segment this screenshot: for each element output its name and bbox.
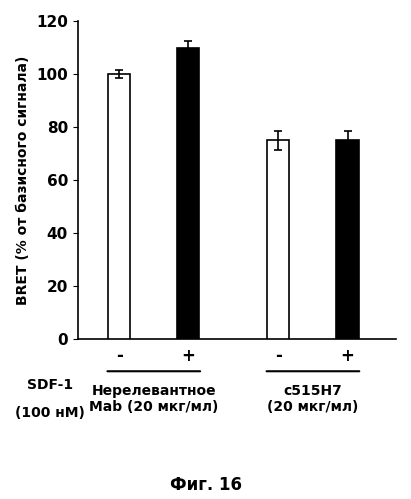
- Bar: [337, 140, 359, 339]
- Text: (100 нМ): (100 нМ): [15, 406, 85, 420]
- Text: SDF-1: SDF-1: [27, 378, 73, 392]
- Bar: [267, 140, 289, 339]
- Text: c515H7
(20 мкг/мл): c515H7 (20 мкг/мл): [267, 384, 359, 414]
- Text: Нерелевантное
Mab (20 мкг/мл): Нерелевантное Mab (20 мкг/мл): [89, 384, 219, 414]
- Bar: [108, 74, 130, 339]
- Text: Фиг. 16: Фиг. 16: [169, 476, 242, 494]
- Y-axis label: BRET (% от базисного сигнала): BRET (% от базисного сигнала): [16, 55, 30, 305]
- Bar: [177, 47, 199, 339]
